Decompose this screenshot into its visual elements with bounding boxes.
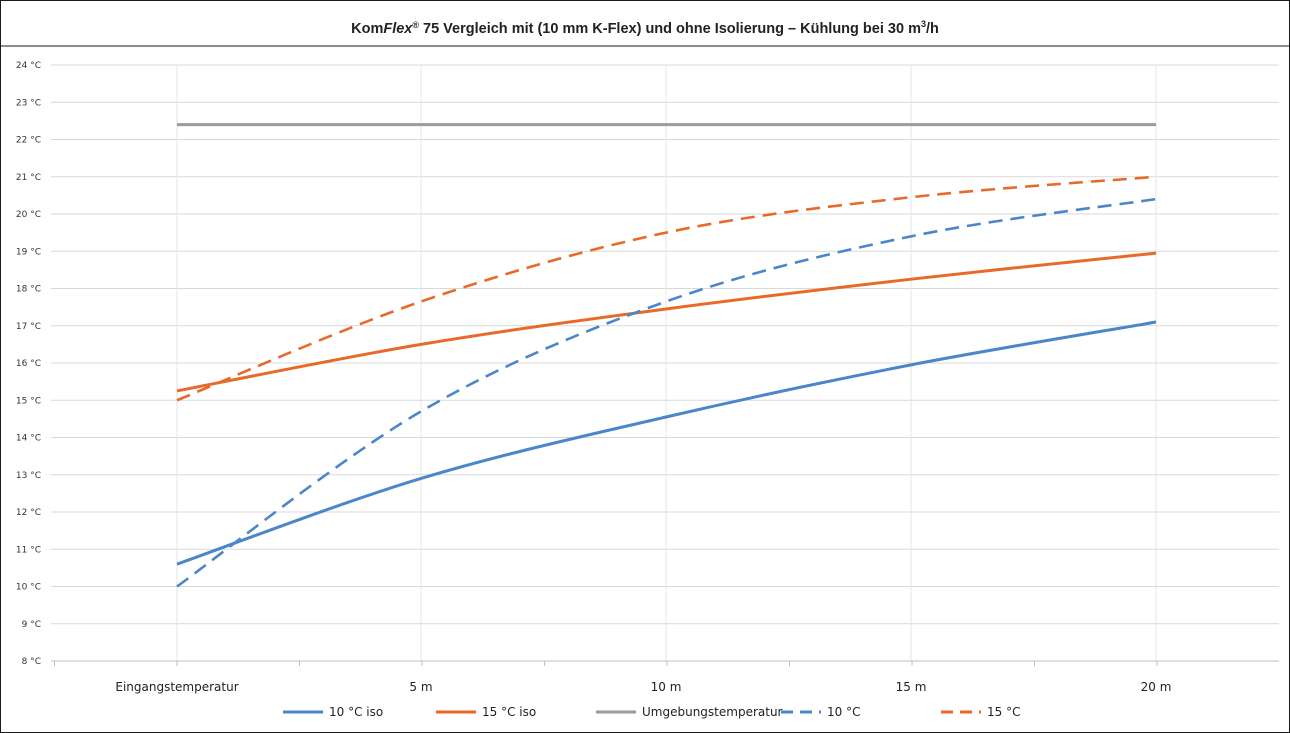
y-tick-label: 18 °C <box>16 285 41 295</box>
x-axis: Eingangstemperatur 5 m 10 m 15 m 20 m <box>51 660 1279 694</box>
y-axis: 8 °C 9 °C 10 °C 11 °C 12 °C 13 °C 14 °C 15 °C 16… <box>16 61 41 667</box>
legend-label: 15 °C <box>987 705 1020 719</box>
x-tick-label: 20 m <box>1141 680 1172 694</box>
legend-label: 15 °C iso <box>482 705 536 719</box>
y-tick-label: 17 °C <box>16 322 41 332</box>
title-part-registered: ® <box>412 20 419 30</box>
y-tick-label: 16 °C <box>16 359 41 369</box>
grid <box>51 64 1279 661</box>
legend: 10 °C iso 15 °C iso Umgebungstemperatur 10 … <box>283 705 1020 719</box>
y-tick-label: 24 °C <box>16 61 41 71</box>
y-tick-label: 23 °C <box>16 98 41 108</box>
y-tick-label: 20 °C <box>16 210 41 220</box>
y-tick-label: 14 °C <box>16 434 41 444</box>
series-group <box>176 123 1157 588</box>
title-part-superscript: 3 <box>921 19 926 29</box>
x-tick-label: 15 m <box>896 680 927 694</box>
y-tick-label: 19 °C <box>16 247 41 257</box>
y-tick-label: 10 °C <box>16 583 41 593</box>
x-tick-label: Eingangstemperatur <box>115 680 238 694</box>
chart-title: KomFlex® 75 Vergleich mit (10 mm K-Flex)… <box>351 19 939 37</box>
y-tick-label: 9 °C <box>22 620 41 630</box>
title-part-main: 75 Vergleich mit (10 mm K-Flex) und ohne… <box>419 21 921 37</box>
y-tick-label: 11 °C <box>16 545 41 555</box>
y-tick-label: 13 °C <box>16 471 41 481</box>
legend-label: 10 °C <box>827 705 860 719</box>
series-line-15-c-dashed <box>176 175 1157 402</box>
y-tick-label: 21 °C <box>16 173 41 183</box>
y-tick-label: 12 °C <box>16 508 41 518</box>
legend-label: 10 °C iso <box>329 705 383 719</box>
series-line-15-c-iso <box>176 251 1157 393</box>
title-part-unit: /h <box>926 21 939 37</box>
series-line-10-c-iso <box>176 320 1157 566</box>
x-tick-label: 10 m <box>651 680 682 694</box>
title-part-kom: Kom <box>351 21 383 37</box>
y-tick-label: 22 °C <box>16 136 41 146</box>
series-line-10-c-dashed <box>176 197 1157 588</box>
title-part-flex: Flex <box>383 21 413 37</box>
y-tick-label: 8 °C <box>22 657 41 667</box>
x-tick-label: 5 m <box>409 680 432 694</box>
y-tick-label: 15 °C <box>16 396 41 406</box>
legend-label: Umgebungstemperatur <box>642 705 783 719</box>
